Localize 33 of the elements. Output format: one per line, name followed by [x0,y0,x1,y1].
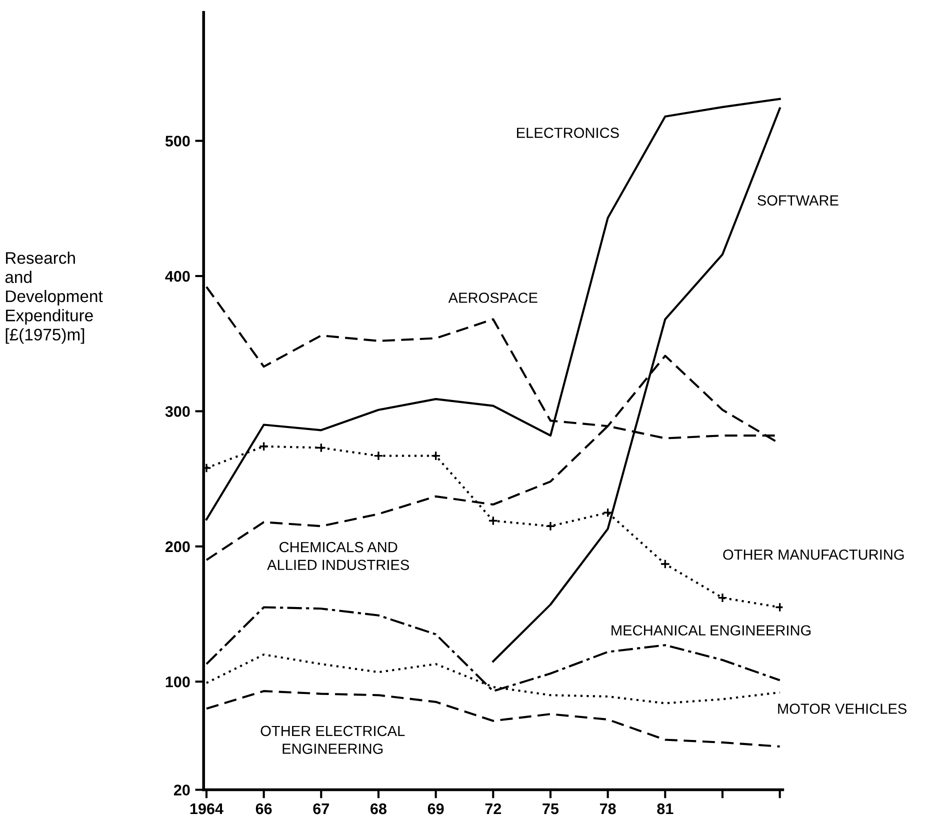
point [258,441,269,452]
series-label: OTHER ELECTRICAL ENGINEERING [260,726,405,754]
x-tick-label: 66 [256,803,272,814]
y-tick-label: 200 [165,541,190,552]
series-label: AEROSPACE [448,292,538,303]
text: ELECTRONICS [517,128,619,138]
x-tick-label: 1964 [190,803,224,814]
series-label: CHEMICALS AND ALLIED INDUSTRIES [267,542,409,570]
point [717,592,728,603]
x-tick-label: 67 [313,803,329,814]
point [660,559,670,570]
point [430,450,441,461]
x-tick-label: 72 [485,803,502,814]
y-tick-label: 400 [165,270,190,282]
point [488,516,498,526]
y-tick-label: 100 [166,676,190,688]
x-tick-label: 78 [600,803,616,814]
point [316,442,326,453]
series-label: MECHANICAL ENGINEERING [612,625,811,636]
y-tick-label: 20 [174,784,190,796]
series-label: MOTOR VEHICLES [778,704,906,714]
y-tick-label: 300 [165,406,190,417]
x-tick-label: 75 [542,804,559,814]
point [602,508,613,518]
point [545,521,556,532]
x-tick-label: 68 [370,803,387,814]
point [373,450,384,461]
y-tick-label: 500 [165,136,190,147]
x-tick-label: 81 [657,803,674,814]
text: OTHER MANUFACTURING [723,549,904,560]
y-axis-title: Research and Development Expenditure [£(1975)m] [5,252,103,344]
series-label: SOFTWARE [758,195,838,206]
x-tick-label: 69 [428,803,444,814]
